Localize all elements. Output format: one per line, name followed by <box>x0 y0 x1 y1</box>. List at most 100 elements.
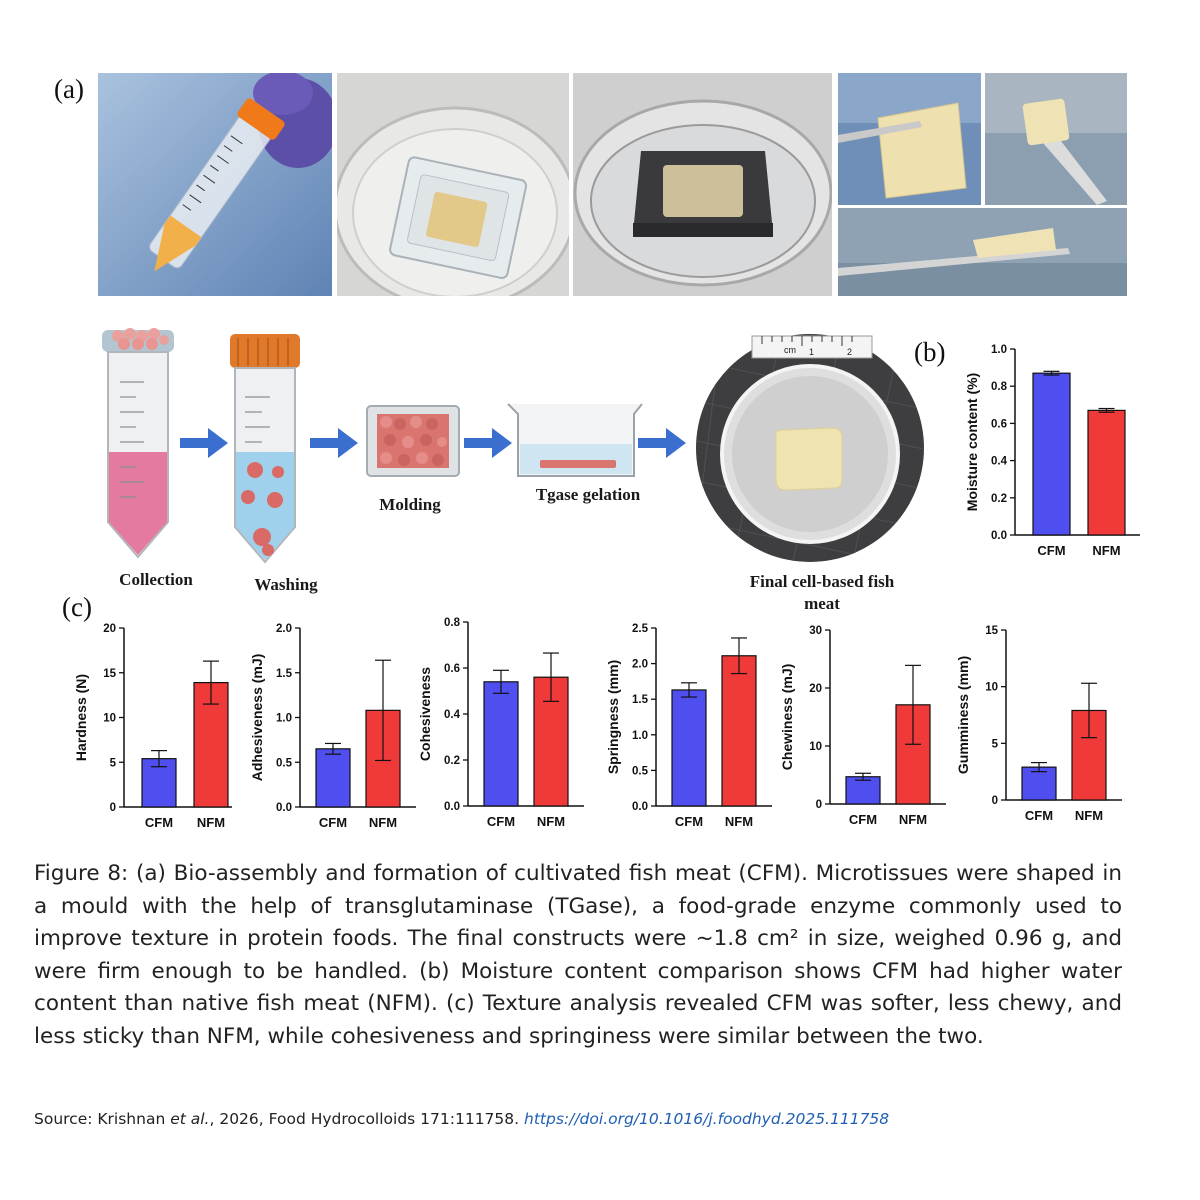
y-tick-label: 20 <box>809 683 822 695</box>
y-tick-label: 0.5 <box>632 765 649 777</box>
y-tick-label: 5 <box>110 757 117 769</box>
y-tick-label: 0.2 <box>444 755 460 767</box>
y-tick-label: 0.8 <box>991 381 1008 393</box>
arrow-icon <box>464 428 512 458</box>
y-tick-label: 0.0 <box>276 802 292 814</box>
bar-nfm <box>1087 409 1126 536</box>
washing-tube <box>230 334 300 564</box>
bar-cfm <box>845 776 881 805</box>
moisture-chart: 0.0 0.2 0.4 0.6 0.8 1.0 Moisture content (%) CF… <box>964 344 1140 558</box>
y-axis-label: Springness (mm) <box>605 660 621 774</box>
y-tick-label: 0.4 <box>444 709 461 721</box>
workflow-diagram <box>102 328 686 564</box>
y-tick-label: 1.0 <box>991 344 1007 356</box>
bar-cfm <box>671 689 707 807</box>
arrow-icon <box>638 428 686 458</box>
y-axis-label: Hardness (N) <box>73 674 89 761</box>
y-tick-label: 0.6 <box>991 418 1007 430</box>
arrow-icon <box>310 428 358 458</box>
y-tick-label: 0.6 <box>444 663 460 675</box>
figure-caption: Figure 8: (a) Bio-assembly and formation… <box>34 861 1122 1049</box>
final-product-label-line2: meat <box>804 594 840 613</box>
x-tick-label: NFM <box>899 812 927 827</box>
bar-cfm <box>1032 372 1071 536</box>
y-tick-label: 10 <box>809 741 822 753</box>
y-axis-label: Gumminess (mm) <box>955 656 971 774</box>
y-tick-label: 1.5 <box>632 694 649 706</box>
photo-tgase-dish <box>573 73 832 296</box>
x-tick-label: CFM <box>1025 808 1053 823</box>
y-tick-label: 0.8 <box>444 617 461 629</box>
collection-tube <box>102 328 174 559</box>
x-tick-label: CFM <box>487 814 515 829</box>
x-tick-label: NFM <box>1092 543 1120 558</box>
photo-mold-petri <box>337 73 569 296</box>
y-tick-label: 0.4 <box>991 456 1008 468</box>
step-label-tgase-gelation: Tgase gelation <box>535 485 641 504</box>
y-tick-label: 2.0 <box>632 659 648 671</box>
adhesiveness-chart: 0.0 0.5 1.0 1.5 2.0 Adhesiveness (mJ) CFM NFM <box>252 623 416 830</box>
x-tick-label: CFM <box>675 814 703 829</box>
source-etal: et al. <box>170 1110 210 1128</box>
y-tick-label: 15 <box>103 668 116 680</box>
y-tick-label: 15 <box>985 625 998 637</box>
x-tick-label: CFM <box>849 812 877 827</box>
x-tick-label: CFM <box>145 815 173 830</box>
bar-cfm <box>315 748 351 808</box>
y-tick-label: 10 <box>103 713 116 725</box>
final-product-label-line1: Final cell-based fish <box>749 572 895 591</box>
source-line: Source: Krishnan et al., 2026, Food Hydr… <box>34 1110 889 1128</box>
photo-side-view <box>838 208 1127 296</box>
y-tick-label: 0 <box>992 795 998 807</box>
source-prefix: Source: Krishnan <box>34 1110 171 1128</box>
y-tick-label: 0.0 <box>991 530 1007 542</box>
final-product-dish: cm 1 2 <box>696 334 924 562</box>
tgase-beaker <box>507 403 643 477</box>
y-tick-label: 30 <box>809 625 822 637</box>
y-tick-label: 20 <box>103 623 116 635</box>
ruler-unit-label: cm <box>784 345 796 355</box>
doi-link[interactable]: https://doi.org/10.1016/j.foodhyd.2025.1… <box>524 1110 890 1128</box>
y-axis-label: Chewiness (mJ) <box>779 664 795 771</box>
y-tick-label: 1.0 <box>276 713 292 725</box>
photo-spatula-sample <box>985 73 1127 205</box>
x-tick-label: NFM <box>369 815 397 830</box>
x-tick-label: CFM <box>319 815 347 830</box>
photo-tube <box>98 73 332 296</box>
y-tick-label: 2.5 <box>632 623 649 635</box>
y-axis-label: Adhesiveness (mJ) <box>252 654 265 782</box>
ruler-tick-label: 2 <box>847 347 852 357</box>
x-tick-label: CFM <box>1037 543 1065 558</box>
y-axis-label: Moisture content (%) <box>964 373 980 511</box>
y-tick-label: 0.5 <box>276 757 293 769</box>
y-axis-label: Cohesiveness <box>418 667 433 761</box>
x-tick-label: NFM <box>725 814 753 829</box>
y-tick-label: 1.5 <box>276 668 293 680</box>
x-tick-label: NFM <box>537 814 565 829</box>
source-citation: , 2026, Food Hydrocolloids 171:111758. <box>209 1110 524 1128</box>
x-tick-label: NFM <box>197 815 225 830</box>
bar-nfm <box>721 655 757 807</box>
panel-label-c: (c) <box>62 592 92 622</box>
molding-mold <box>366 405 460 477</box>
y-tick-label: 0.2 <box>991 493 1007 505</box>
step-label-collection: Collection <box>119 570 193 589</box>
step-label-washing: Washing <box>254 575 318 594</box>
panel-label-a: (a) <box>54 74 84 104</box>
hardness-chart: 0 5 10 15 20 Hardness (N) CFM NFM <box>73 623 232 830</box>
ruler-tick-label: 1 <box>809 347 814 357</box>
y-tick-label: 10 <box>985 682 998 694</box>
bar-cfm <box>483 681 519 807</box>
gumminess-chart: 0 5 10 15 Gumminess (mm) CFM NFM <box>955 625 1122 823</box>
y-tick-label: 1.0 <box>632 730 648 742</box>
y-tick-label: 5 <box>992 738 999 750</box>
springness-chart: 0.0 0.5 1.0 1.5 2.0 2.5 Springness (mm) CFM NFM <box>605 623 772 829</box>
panel-label-b: (b) <box>914 337 946 367</box>
x-tick-label: NFM <box>1075 808 1103 823</box>
chewiness-chart: 0 10 20 30 Chewiness (mJ) CFM NFM <box>779 625 946 827</box>
y-tick-label: 0.0 <box>632 801 648 813</box>
y-tick-label: 0 <box>816 799 822 811</box>
y-tick-label: 0 <box>110 802 116 814</box>
y-tick-label: 0.0 <box>444 801 460 813</box>
cohesiveness-chart: 0.0 0.2 0.4 0.6 0.8 Cohesiveness CFM NFM <box>418 617 584 829</box>
